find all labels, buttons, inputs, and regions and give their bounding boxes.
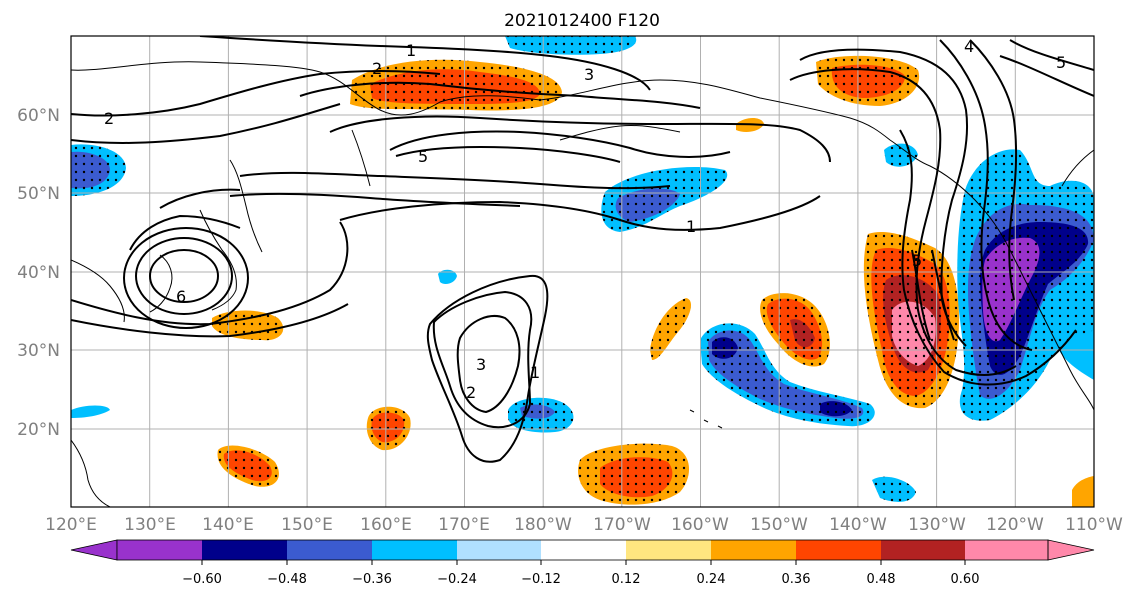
contour-line [899, 129, 1077, 386]
contour-label: 3 [476, 355, 486, 374]
colorbar-segment [965, 540, 1048, 560]
contour-label: 2 [372, 59, 382, 78]
contour-label: 5 [912, 251, 922, 270]
anomaly-patch [1072, 476, 1094, 507]
contour-lines [71, 36, 1094, 463]
lon-label: 170°E [438, 515, 490, 535]
colorbar-outline [116, 539, 1049, 561]
contour-label: 5 [418, 147, 428, 166]
colorbar-tick-label: 0.24 [697, 572, 726, 587]
lat-label: 50°N [17, 184, 60, 204]
anomaly-patch [71, 405, 110, 418]
lon-label: 130°E [124, 515, 176, 535]
contour-line [149, 249, 219, 303]
coastlines [71, 61, 1094, 507]
lat-labels: 60°N 50°N 40°N 30°N 20°N [17, 106, 60, 440]
contour-line [123, 227, 249, 329]
map-title: 2021012400 F120 [504, 11, 660, 31]
colorbar-segment [372, 540, 457, 560]
map-frame [70, 35, 1095, 508]
colorbar-segment [881, 540, 965, 560]
colorbar-ticks [201, 560, 966, 565]
colorbar-tick-label: 0.60 [951, 572, 980, 587]
contour-line [329, 115, 831, 163]
lon-label: 180°W [514, 515, 572, 535]
colorbar-extend-max [1047, 539, 1095, 561]
lon-label: 130°W [908, 515, 966, 535]
lat-label: 40°N [17, 263, 60, 283]
lon-label: 120°W [986, 515, 1044, 535]
colorbar-segment [202, 540, 287, 560]
colorbar-segment [117, 540, 202, 560]
contour-label: 6 [176, 287, 186, 306]
colorbar-tick-label: 0.12 [612, 572, 641, 587]
colorbar-tick-label: −0.48 [267, 572, 307, 587]
colorbar-tick-label: −0.12 [521, 572, 561, 587]
colorbar-tick-label: 0.36 [782, 572, 811, 587]
lon-label: 140°W [829, 515, 887, 535]
contour-line [339, 195, 821, 231]
contour-label: 2 [104, 109, 114, 128]
colorbar-segment [457, 540, 541, 560]
contour-line [129, 214, 241, 251]
lon-label: 170°W [593, 515, 651, 535]
contour-line [199, 36, 651, 91]
lon-label: 160°W [671, 515, 729, 535]
contour-line [159, 188, 241, 209]
contour-line [135, 237, 233, 315]
lon-label: 110°W [1065, 515, 1123, 535]
anomaly-patch [438, 269, 457, 284]
lon-label: 120°E [45, 515, 97, 535]
colorbar-segment [711, 540, 796, 560]
lon-label: 150°E [281, 515, 333, 535]
contour-line [71, 221, 349, 326]
contour-line [299, 81, 701, 109]
colorbar-segment [626, 540, 711, 560]
contour-line [1009, 39, 1094, 71]
contour-line [999, 55, 1094, 97]
contour-line [395, 145, 621, 163]
contour-line [931, 249, 955, 341]
lat-label: 20°N [17, 420, 60, 440]
lon-label: 160°E [360, 515, 412, 535]
contour-line [432, 290, 533, 429]
colorbar: −0.60 −0.48 −0.36 −0.24 −0.12 0.12 0.24 … [70, 539, 1095, 587]
contour-line [456, 315, 521, 414]
contour-line [229, 192, 521, 207]
contour-label: 1 [530, 363, 540, 382]
contour-line [939, 39, 1033, 351]
lat-label: 60°N [17, 106, 60, 126]
contour-label: 5 [1056, 53, 1066, 72]
colorbar-tick-label: 0.48 [867, 572, 896, 587]
contour-label: 3 [584, 65, 594, 84]
contour-label: 4 [964, 37, 974, 56]
contour-line [71, 70, 441, 117]
colorbar-extend-min [70, 539, 118, 561]
contour-line [389, 130, 731, 158]
lat-label: 30°N [17, 341, 60, 361]
colorbar-tick-label: −0.60 [182, 572, 222, 587]
map-content: 1 2 2 5 3 6 1 2 3 1 5 4 5 [71, 36, 1094, 507]
colorbar-segment [287, 540, 372, 560]
colorbar-tick-label: −0.36 [352, 572, 392, 587]
contour-line [789, 68, 1017, 376]
contour-line [239, 171, 671, 190]
lon-label: 150°W [750, 515, 808, 535]
contour-line [71, 303, 349, 338]
colorbar-segment [796, 540, 881, 560]
contour-line [911, 249, 931, 341]
contour-labels: 1 2 2 5 3 6 1 2 3 1 5 4 5 [104, 37, 1066, 402]
contour-line [71, 103, 341, 144]
contour-line [969, 39, 1018, 301]
contour-line [426, 274, 549, 463]
lon-label: 140°E [202, 515, 254, 535]
contour-label: 1 [406, 41, 416, 60]
contour-label: 2 [466, 383, 476, 402]
lon-labels: 120°E 130°E 140°E 150°E 160°E 170°E 180°… [45, 515, 1123, 535]
contour-label: 1 [686, 217, 696, 236]
colorbar-segment [541, 540, 626, 560]
colorbar-tick-label: −0.24 [437, 572, 477, 587]
